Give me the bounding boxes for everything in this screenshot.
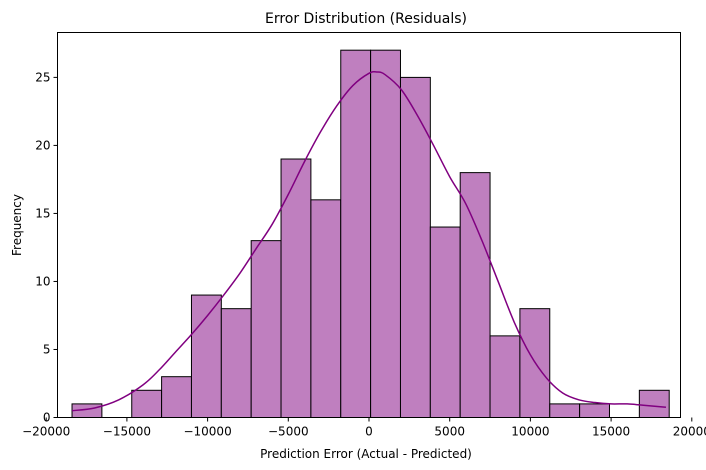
x-axis-ticks: −20000 −15000 −10000 −5000 0 5000 10000 15000 20… [22, 417, 706, 439]
x-tick-label: 10000 [511, 425, 549, 439]
histogram-bar [220, 308, 252, 418]
x-tick-label: −10000 [183, 425, 231, 439]
x-tick-label: 15000 [592, 425, 630, 439]
kde-curve [71, 70, 667, 412]
histogram-bar [370, 49, 401, 418]
chart-title: Error Distribution (Residuals) [265, 11, 467, 27]
x-tick-label: 5000 [434, 425, 465, 439]
x-tick-label: −5000 [268, 425, 309, 439]
histogram-bar [399, 76, 431, 419]
histogram-bar [250, 240, 282, 418]
y-axis-ticks: 0 5 10 15 20 25 [35, 70, 58, 425]
histogram-bar [429, 226, 461, 418]
histogram-bar [190, 294, 222, 418]
x-axis-label: Prediction Error (Actual - Predicted) [260, 447, 472, 461]
x-tick-label: −15000 [103, 425, 151, 439]
histogram-bars [71, 49, 670, 419]
histogram-bar [280, 158, 312, 418]
x-tick-label: 20000 [673, 425, 706, 439]
y-tick-label: 15 [35, 206, 50, 220]
y-axis-label: Frequency [10, 194, 24, 256]
histogram-bar [459, 172, 491, 418]
x-tick-label: −20000 [22, 425, 70, 439]
histogram-bar [161, 376, 192, 419]
histogram-bar [638, 389, 670, 419]
y-tick-label: 20 [35, 138, 50, 152]
histogram-bar [340, 49, 372, 418]
histogram-bar [131, 389, 163, 419]
y-tick-label: 0 [43, 411, 51, 425]
y-tick-label: 25 [35, 70, 50, 84]
y-tick-label: 5 [43, 342, 51, 356]
histogram-bar [579, 403, 610, 418]
histogram-bar [489, 335, 521, 419]
x-tick-label: 0 [365, 425, 373, 439]
histogram-bar [310, 199, 342, 418]
y-tick-label: 10 [35, 274, 50, 288]
histogram-bar [549, 403, 581, 418]
